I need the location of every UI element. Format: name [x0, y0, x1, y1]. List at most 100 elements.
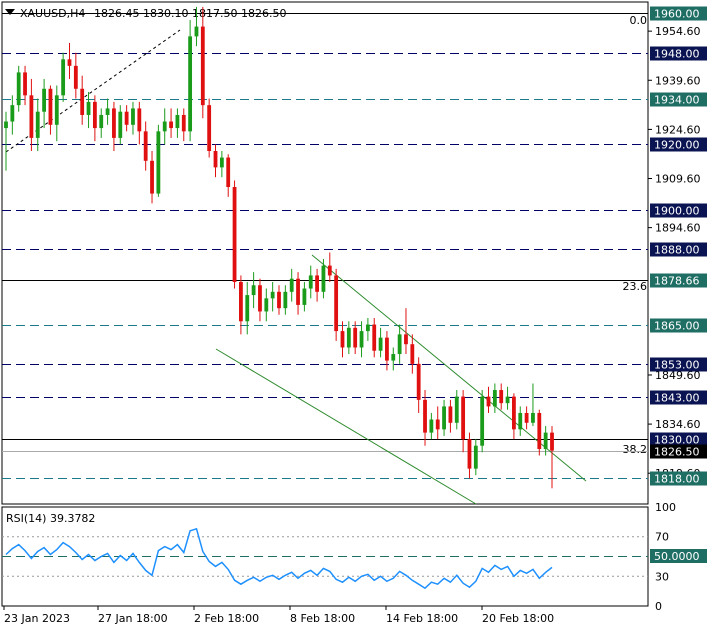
candle[interactable]	[372, 318, 377, 358]
candle[interactable]	[181, 108, 186, 142]
candle[interactable]	[302, 281, 307, 312]
candle[interactable]	[226, 154, 231, 197]
candle[interactable]	[137, 101, 142, 145]
candle[interactable]	[480, 390, 485, 453]
candle[interactable]	[73, 52, 78, 99]
candle[interactable]	[378, 327, 383, 358]
candle[interactable]	[404, 308, 408, 355]
candle[interactable]	[448, 399, 453, 433]
candle[interactable]	[492, 383, 497, 413]
candle[interactable]	[4, 111, 8, 171]
candle[interactable]	[99, 108, 104, 138]
candle[interactable]	[442, 399, 446, 436]
fib-label-0: 0.0	[630, 14, 648, 27]
candle[interactable]	[124, 105, 129, 132]
candle[interactable]	[340, 321, 345, 358]
candle[interactable]	[61, 52, 66, 102]
candle[interactable]	[454, 390, 459, 430]
candle[interactable]	[112, 101, 116, 151]
candle-body	[512, 396, 516, 430]
candle[interactable]	[200, 6, 205, 119]
candle-body	[359, 331, 364, 348]
candle[interactable]	[346, 321, 351, 355]
candle[interactable]	[54, 85, 59, 142]
candle[interactable]	[118, 105, 123, 145]
candle[interactable]	[537, 409, 542, 456]
candle[interactable]	[296, 272, 300, 315]
candle-body	[480, 396, 485, 446]
candle[interactable]	[29, 78, 34, 151]
candle[interactable]	[131, 101, 135, 135]
candle[interactable]	[143, 121, 148, 171]
candle[interactable]	[315, 268, 319, 302]
candle-body	[340, 331, 345, 348]
triangle-down-icon[interactable]	[5, 9, 15, 15]
candle[interactable]	[423, 390, 427, 446]
candle[interactable]	[213, 144, 218, 178]
candle[interactable]	[359, 321, 364, 358]
candle[interactable]	[150, 150, 154, 204]
candle[interactable]	[188, 20, 193, 142]
candle[interactable]	[308, 265, 313, 299]
candle[interactable]	[391, 347, 396, 371]
candle[interactable]	[42, 78, 46, 129]
candle[interactable]	[194, 6, 199, 47]
candle[interactable]	[207, 98, 212, 158]
candle[interactable]	[67, 42, 72, 79]
candle-body	[302, 288, 307, 305]
candle[interactable]	[283, 285, 288, 315]
candle[interactable]	[270, 281, 275, 312]
candle[interactable]	[334, 268, 339, 341]
x-tick-label: 27 Jan 18:00	[98, 612, 168, 625]
candle[interactable]	[10, 95, 15, 135]
candle[interactable]	[80, 75, 85, 125]
candle[interactable]	[92, 95, 97, 142]
candle[interactable]	[162, 108, 167, 145]
x-tick-label: 20 Feb 18:00	[482, 612, 554, 625]
candle[interactable]	[245, 281, 250, 335]
rsi-line[interactable]	[5, 527, 553, 590]
candle[interactable]	[505, 386, 510, 410]
candle[interactable]	[175, 108, 180, 138]
candle[interactable]	[86, 92, 91, 129]
candle[interactable]	[410, 334, 415, 374]
candle[interactable]	[35, 98, 40, 151]
candle[interactable]	[321, 259, 326, 299]
candle[interactable]	[327, 252, 332, 282]
candle[interactable]	[105, 98, 110, 125]
candle[interactable]	[289, 268, 294, 302]
candle[interactable]	[156, 124, 161, 197]
candle[interactable]	[251, 272, 256, 309]
candle[interactable]	[461, 390, 466, 453]
channel-lower-line[interactable]	[215, 348, 477, 505]
candle[interactable]	[258, 278, 262, 322]
candle[interactable]	[473, 439, 478, 476]
candle[interactable]	[531, 383, 535, 427]
candle[interactable]	[435, 406, 440, 440]
candle[interactable]	[429, 412, 434, 440]
candle[interactable]	[219, 150, 224, 178]
candle[interactable]	[467, 432, 472, 479]
candle[interactable]	[486, 386, 491, 413]
candle[interactable]	[16, 65, 21, 112]
candle[interactable]	[499, 383, 504, 410]
candle[interactable]	[416, 357, 421, 413]
candle-body	[213, 150, 218, 168]
candle[interactable]	[512, 393, 516, 440]
candle[interactable]	[524, 406, 529, 430]
candle[interactable]	[264, 288, 269, 322]
candle[interactable]	[353, 321, 358, 355]
candle[interactable]	[365, 318, 370, 341]
candle[interactable]	[239, 275, 243, 335]
candle[interactable]	[543, 426, 548, 456]
candle[interactable]	[23, 65, 27, 106]
candle[interactable]	[385, 331, 389, 371]
candle[interactable]	[169, 108, 173, 138]
candle[interactable]	[397, 324, 402, 364]
candle[interactable]	[550, 426, 554, 489]
candle[interactable]	[518, 406, 523, 436]
candle[interactable]	[232, 180, 237, 289]
candle[interactable]	[48, 85, 53, 135]
candle[interactable]	[277, 285, 281, 315]
